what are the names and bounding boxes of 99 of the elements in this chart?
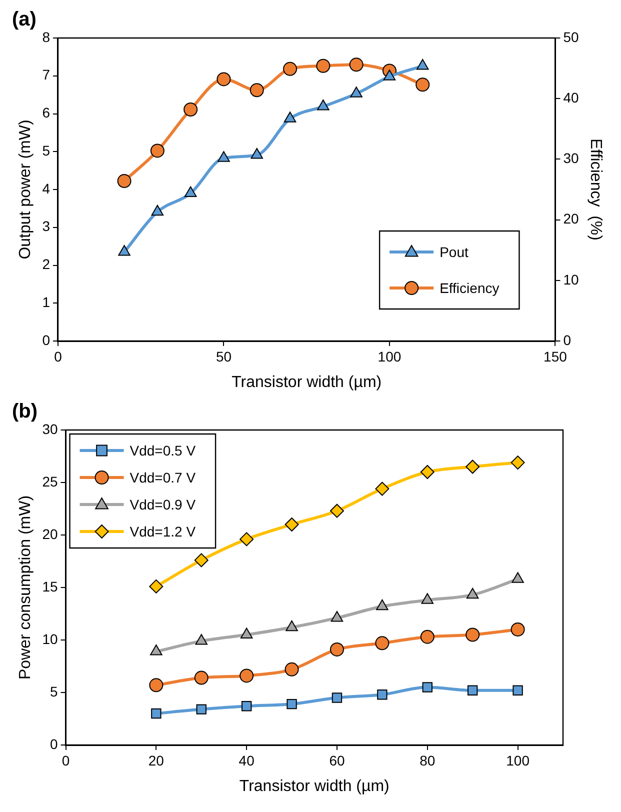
y-tick-label: 30 <box>42 420 58 437</box>
point <box>151 708 162 719</box>
point <box>218 151 230 162</box>
point <box>330 642 344 656</box>
y2-tick-label: 30 <box>563 150 580 166</box>
legend-label: Vdd=0.7 V <box>130 469 196 486</box>
point <box>194 553 208 568</box>
point <box>250 83 264 98</box>
y-tick-label: 5 <box>42 142 50 158</box>
point <box>194 670 208 685</box>
legend-label: Vdd=1.2 V <box>130 523 196 540</box>
y-tick-label: 25 <box>42 473 58 490</box>
legend-label: Vdd=0.9 V <box>130 496 196 512</box>
x-tick-label: 50 <box>216 348 232 364</box>
point <box>241 701 252 712</box>
y-tick-label: 7 <box>42 66 50 83</box>
x-tick-label: 40 <box>238 752 255 768</box>
point <box>240 668 254 683</box>
point <box>240 532 254 546</box>
y-tick-label: 10 <box>42 630 58 647</box>
y2-tick-label: 20 <box>563 210 580 227</box>
point <box>466 588 479 599</box>
point <box>151 204 164 216</box>
y2-tick-label: 40 <box>563 89 580 106</box>
point <box>383 70 396 80</box>
y2-axis-title: Efficiency (%) <box>586 138 604 240</box>
y-tick-label: 20 <box>42 526 58 542</box>
point <box>286 620 298 632</box>
x-tick-label: 80 <box>420 752 436 768</box>
point <box>330 610 344 622</box>
point <box>286 698 297 710</box>
point <box>376 599 388 610</box>
y-tick-label: 0 <box>42 332 50 348</box>
point <box>416 78 430 92</box>
y-tick-label: 6 <box>42 104 50 121</box>
point <box>375 636 390 650</box>
point <box>250 148 264 159</box>
point <box>184 186 197 198</box>
point <box>422 682 432 692</box>
point <box>150 144 164 158</box>
point <box>149 579 164 594</box>
point <box>284 518 299 532</box>
point <box>184 102 198 117</box>
x-axis-title: Transistor width (µm) <box>232 374 382 391</box>
legend-label: Efficiency <box>440 280 500 296</box>
y2-tick-label: 10 <box>563 271 580 288</box>
point <box>350 86 362 98</box>
point <box>330 504 344 518</box>
x-tick-label: 150 <box>544 348 568 364</box>
point <box>196 704 206 714</box>
point <box>284 662 299 676</box>
point <box>512 572 524 583</box>
point <box>284 112 296 122</box>
chart-title: (a) <box>12 8 36 31</box>
x-tick-label: 100 <box>506 752 530 768</box>
x-tick-label: 60 <box>329 752 345 768</box>
y-axis-title: Power consumption (mW) <box>17 495 34 680</box>
point <box>466 460 480 474</box>
x-tick-label: 20 <box>148 752 164 768</box>
point <box>420 630 434 644</box>
point <box>377 690 388 700</box>
y-axis-title: Output power (mW) <box>17 120 34 260</box>
y-tick-label: 1 <box>42 294 50 310</box>
legend-label: Pout <box>440 244 468 260</box>
y-tick-label: 3 <box>42 218 50 234</box>
y-tick-label: 5 <box>50 683 58 700</box>
point <box>195 634 208 645</box>
legend-label: Vdd=0.5 V <box>130 442 196 458</box>
point <box>117 174 132 188</box>
point <box>317 100 330 110</box>
point <box>468 685 478 696</box>
y-tick-label: 4 <box>42 180 50 196</box>
point <box>332 692 342 703</box>
point <box>216 72 231 86</box>
point <box>349 58 364 72</box>
point <box>510 456 525 470</box>
x-tick-label: 100 <box>378 348 402 364</box>
point <box>283 62 298 76</box>
point <box>416 59 429 70</box>
x-axis-title: Transistor width (µm) <box>239 778 390 795</box>
y-tick-label: 0 <box>50 736 58 752</box>
point <box>149 678 164 692</box>
point <box>420 465 434 479</box>
y2-tick-label: 0 <box>563 332 572 348</box>
point <box>421 593 434 604</box>
y-tick-label: 8 <box>42 28 50 45</box>
y-tick-label: 15 <box>42 578 58 594</box>
y-tick-label: 2 <box>42 256 50 272</box>
point <box>118 244 130 256</box>
point <box>150 644 162 656</box>
point <box>316 58 330 73</box>
x-tick-label: 0 <box>62 752 70 768</box>
point <box>510 622 525 636</box>
chart-title: (b) <box>12 400 38 423</box>
point <box>466 628 480 642</box>
y2-tick-label: 50 <box>563 28 580 45</box>
point <box>512 685 523 696</box>
point <box>375 482 390 496</box>
point <box>240 628 253 638</box>
